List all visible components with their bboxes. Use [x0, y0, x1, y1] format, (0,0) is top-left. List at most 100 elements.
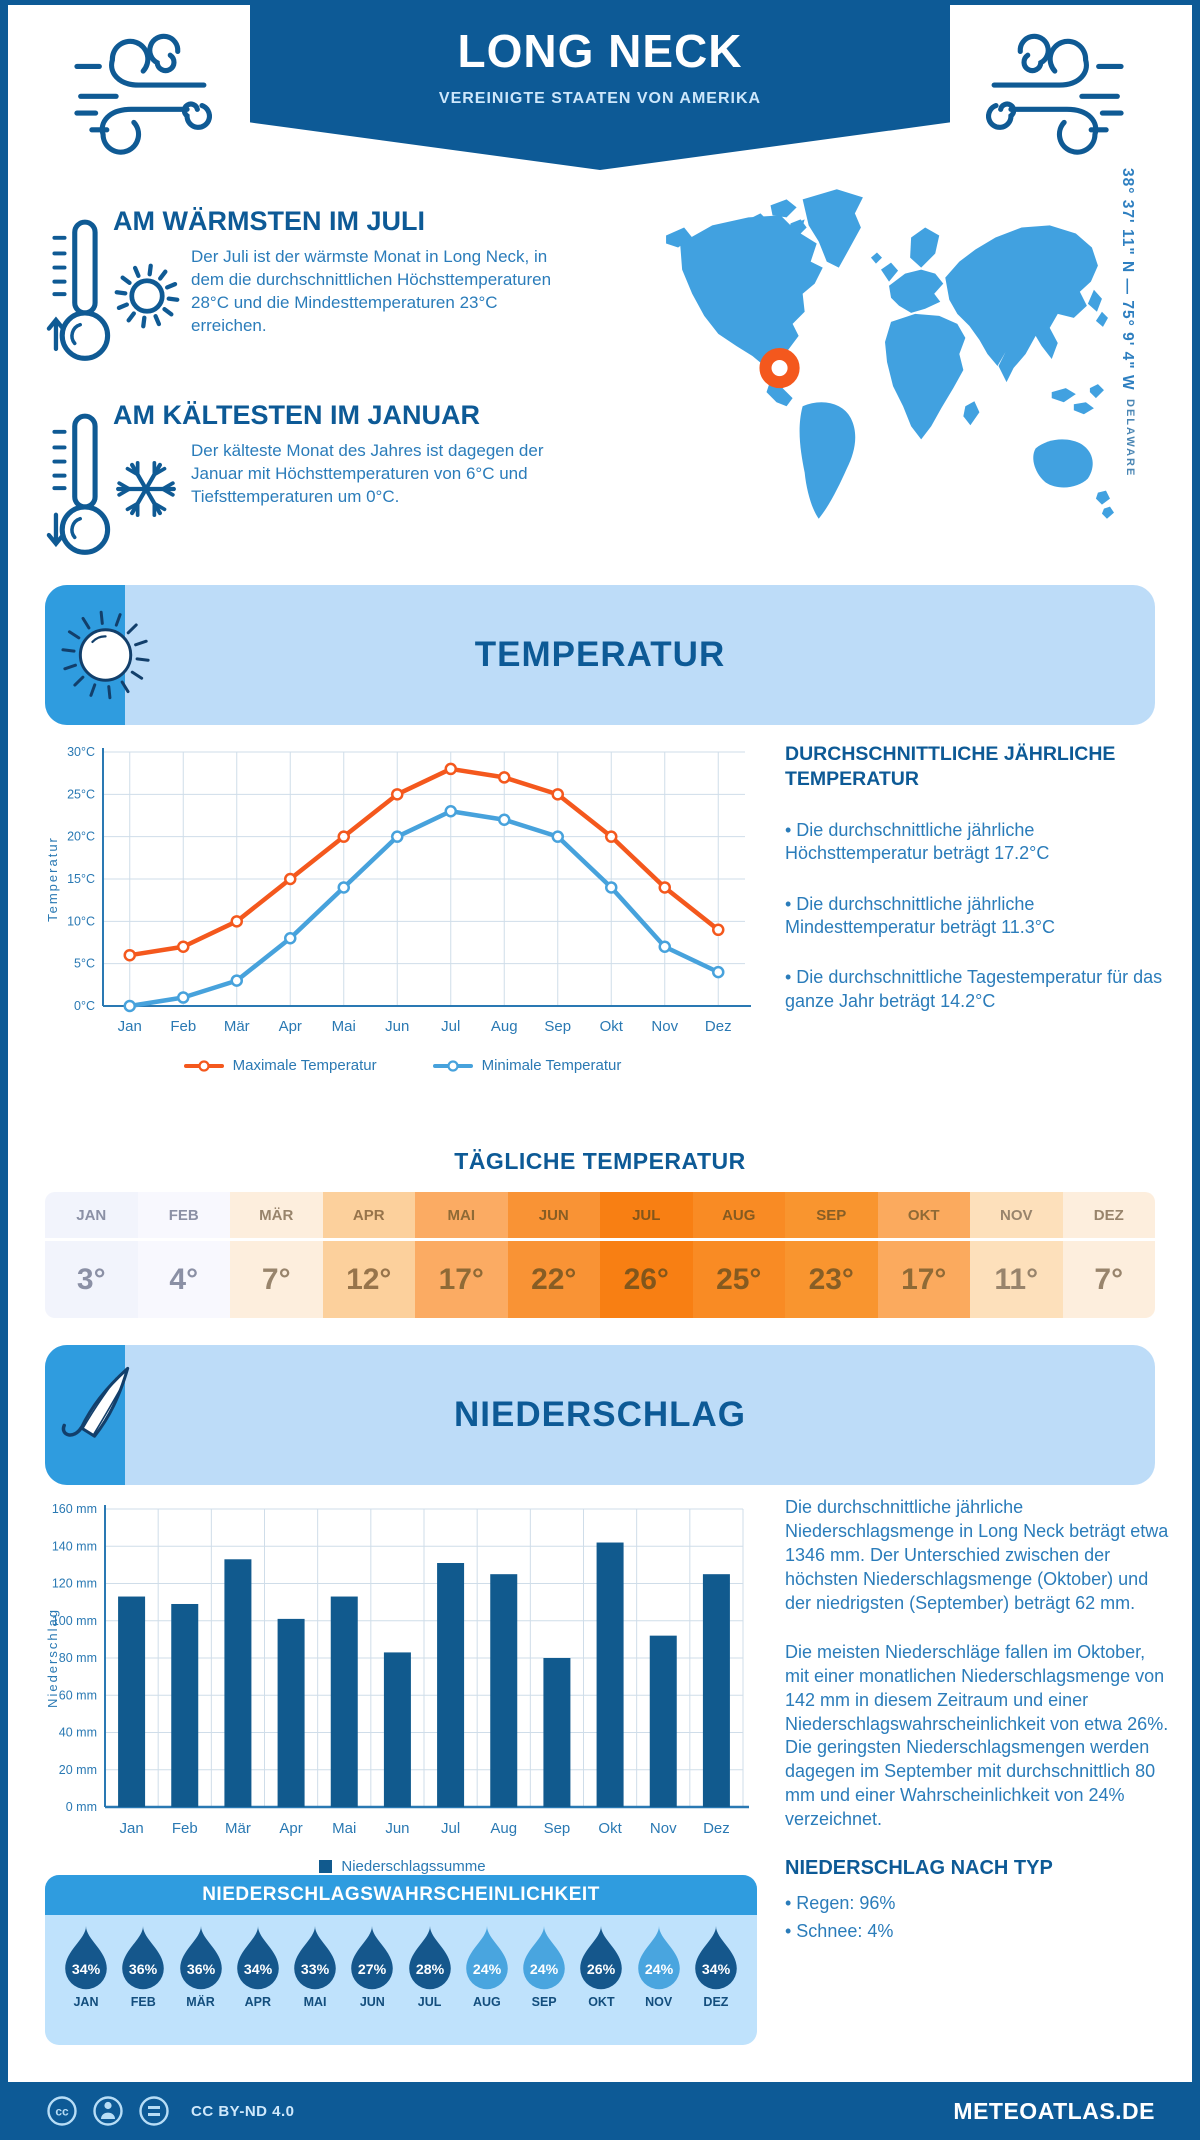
coldest-title: AM KÄLTESTEN IM JANUAR — [113, 400, 480, 430]
probability-droplet: 24% AUG — [462, 1925, 512, 2009]
svg-text:25°C: 25°C — [67, 787, 95, 801]
month-label: DEZ — [703, 1995, 729, 2009]
probability-droplets: 34% JAN 36% FEB 36% MÄR 34% APR 33% MAI … — [45, 1915, 757, 2009]
probability-droplet: 33% MAI — [290, 1925, 340, 2009]
month-label: JUL — [600, 1192, 693, 1241]
site-name: METEOATLAS.DE — [953, 2097, 1155, 2124]
coldest-month-block: AM KÄLTESTEN IM JANUAR Der kälteste Mona… — [45, 392, 645, 577]
svg-text:60 mm: 60 mm — [59, 1688, 97, 1702]
month-label: MAI — [415, 1192, 508, 1241]
month-label: SEP — [785, 1192, 878, 1241]
month-label: AUG — [472, 1995, 501, 2009]
svg-text:5°C: 5°C — [74, 957, 95, 971]
month-label: OKT — [877, 1192, 970, 1241]
svg-text:28%: 28% — [415, 1962, 444, 1978]
temperature-value: 23° — [808, 1262, 854, 1296]
droplet-icon: 34% — [695, 1925, 737, 1990]
precipitation-paragraph: Die meisten Niederschläge fallen im Okto… — [785, 1641, 1169, 1830]
droplet-icon: 24% — [523, 1925, 565, 1990]
svg-text:Okt: Okt — [600, 1018, 624, 1035]
precipitation-section-banner: NIEDERSCHLAG — [45, 1345, 1155, 1485]
probability-droplet: 34% APR — [233, 1925, 283, 2009]
svg-text:Feb: Feb — [172, 1820, 198, 1837]
svg-text:Niederschlag: Niederschlag — [45, 1608, 60, 1708]
svg-text:Apr: Apr — [279, 1820, 302, 1837]
legend-item: Minimale Temperatur — [432, 1057, 621, 1074]
precipitation-probability-panel: NIEDERSCHLAGSWAHRSCHEINLICHKEIT 34% JAN … — [45, 1875, 757, 2045]
wind-icon — [985, 16, 1146, 156]
temperature-stats: DURCHSCHNITTLICHE JÄHRLICHE TEMPERATUR •… — [785, 742, 1165, 1013]
precipitation-paragraph: Die durchschnittliche jährliche Niedersc… — [785, 1497, 1169, 1613]
droplet-icon: 34% — [237, 1925, 279, 1990]
svg-text:34%: 34% — [702, 1962, 731, 1978]
daily-temp-column: OKT 17° — [877, 1192, 970, 1318]
precipitation-type-snow: • Schnee: 4% — [785, 1921, 894, 1942]
temperature-value: 7° — [1094, 1262, 1124, 1296]
banner-accent — [45, 1345, 125, 1485]
temperature-section-banner: TEMPERATUR — [45, 585, 1155, 725]
stat-item: • Die durchschnittliche jährliche Höchst… — [785, 819, 1050, 864]
svg-text:40 mm: 40 mm — [59, 1726, 97, 1740]
svg-text:Sep: Sep — [544, 1820, 571, 1837]
thermometer-up-icon — [45, 198, 117, 389]
droplet-icon: 26% — [580, 1925, 623, 1990]
location-coordinates: 38° 37' 11" N — 75° 9' 4" W DELAWARE — [1118, 168, 1136, 578]
droplet-icon: 36% — [122, 1925, 165, 1990]
svg-text:10°C: 10°C — [67, 914, 95, 928]
temperature-value: 11° — [994, 1262, 1039, 1296]
temperature-value: 25° — [716, 1262, 762, 1296]
month-label: APR — [322, 1192, 415, 1241]
frame-left — [0, 0, 8, 2140]
month-label: JAN — [45, 1192, 138, 1241]
world-map — [652, 165, 1114, 547]
footer: cc CC BY-ND 4.0 METEOATLAS.DE — [0, 2082, 1200, 2140]
probability-droplet: 24% SEP — [519, 1925, 569, 2009]
svg-text:Nov: Nov — [650, 1820, 677, 1837]
month-label: APR — [244, 1995, 271, 2009]
temperature-value: 17° — [438, 1262, 484, 1296]
frame-right — [1192, 0, 1200, 2140]
probability-title: NIEDERSCHLAGSWAHRSCHEINLICHKEIT — [45, 1875, 757, 1915]
month-label: DEZ — [1062, 1192, 1155, 1241]
droplet-icon: 24% — [637, 1925, 680, 1990]
month-label: JUN — [359, 1995, 385, 2009]
svg-text:36%: 36% — [186, 1962, 215, 1978]
temperature-value: 7° — [261, 1262, 291, 1296]
temperature-value: 22° — [531, 1262, 577, 1296]
bar-chart-legend: Niederschlagssumme — [45, 1858, 760, 1875]
umbrella-icon — [57, 1353, 153, 1470]
line-chart-legend: Maximale Temperatur Minimale Temperatur — [45, 1057, 760, 1074]
probability-droplet: 34% DEZ — [691, 1925, 741, 2009]
svg-text:20 mm: 20 mm — [59, 1763, 97, 1777]
month-label: FEB — [130, 1995, 156, 2009]
svg-text:100 mm: 100 mm — [52, 1614, 97, 1628]
daily-temp-column: JUL 26° — [600, 1192, 693, 1318]
daily-temp-column: SEP 23° — [785, 1192, 878, 1318]
svg-text:0°C: 0°C — [74, 999, 95, 1013]
daily-temp-column: JUN 22° — [507, 1192, 600, 1318]
month-label: MÄR — [186, 1995, 215, 2009]
month-label: OKT — [588, 1995, 615, 2009]
region-label: DELAWARE — [1124, 398, 1136, 477]
probability-droplet: 24% NOV — [634, 1925, 684, 2009]
sun-icon — [107, 256, 187, 341]
svg-text:34%: 34% — [244, 1962, 273, 1978]
svg-text:Mär: Mär — [225, 1820, 251, 1837]
svg-text:34%: 34% — [72, 1962, 101, 1978]
month-label: FEB — [137, 1192, 230, 1241]
svg-text:Dez: Dez — [705, 1018, 732, 1035]
wind-icon — [52, 16, 213, 156]
precipitation-text: Die durchschnittliche jährliche Niedersc… — [785, 1496, 1171, 1946]
month-label: JAN — [73, 1995, 99, 2009]
daily-temp-column: FEB 4° — [137, 1192, 230, 1318]
daily-temp-column: JAN 3° — [45, 1192, 138, 1318]
precipitation-type-title: NIEDERSCHLAG NACH TYP — [785, 1857, 1053, 1880]
daily-temp-column: DEZ 7° — [1062, 1192, 1155, 1318]
precipitation-type-rain: • Regen: 96% — [785, 1893, 896, 1914]
svg-text:Mai: Mai — [332, 1820, 356, 1837]
svg-text:30°C: 30°C — [67, 746, 95, 759]
daily-temperature-title: TÄGLICHE TEMPERATUR — [454, 1148, 746, 1174]
thermometer-down-icon — [45, 392, 117, 583]
svg-text:Apr: Apr — [279, 1018, 302, 1035]
